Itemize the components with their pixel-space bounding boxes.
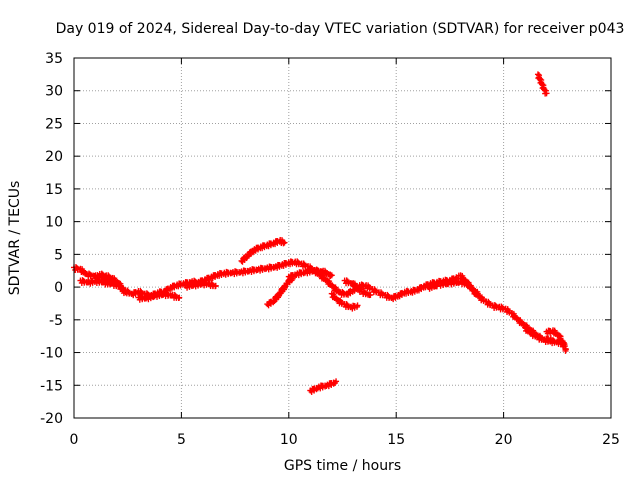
data-point [122, 289, 129, 296]
series-outlier-high [534, 71, 550, 97]
data-point [547, 335, 554, 342]
data-points [71, 71, 569, 395]
series-branch-post-peak [328, 290, 361, 312]
x-tick-label: 0 [70, 432, 79, 448]
series-branch-low-2 [96, 270, 129, 297]
series-branch-late-2 [543, 327, 569, 354]
data-point [164, 291, 171, 298]
y-tick-label: -5 [49, 313, 63, 329]
series-branch-dip [264, 273, 297, 309]
data-point [86, 271, 93, 278]
data-point [537, 334, 544, 341]
data-point [106, 273, 113, 280]
data-point [474, 290, 481, 297]
data-point [107, 280, 114, 287]
data-point [99, 271, 106, 278]
data-point [80, 277, 87, 284]
x-tick-label: 10 [280, 432, 298, 448]
data-point [281, 239, 288, 246]
series-branch-low-1 [77, 277, 114, 288]
data-point [73, 264, 80, 271]
data-point [354, 302, 361, 309]
data-point [295, 259, 302, 266]
y-tick-label: 30 [45, 84, 63, 100]
y-tick-labels: -20 -15 -10 -5 0 5 10 15 20 25 30 35 [40, 51, 63, 427]
y-tick-label: 10 [45, 215, 63, 231]
x-tick-label: 20 [495, 432, 513, 448]
x-tick-label: 15 [387, 432, 405, 448]
y-tick-label: 5 [54, 247, 63, 263]
data-point [344, 302, 351, 309]
series-branch-mid-2 [341, 277, 374, 299]
data-point [340, 289, 347, 296]
data-point [209, 281, 216, 288]
data-point [328, 272, 335, 279]
y-tick-label: 20 [45, 149, 63, 165]
y-axis-label: SDTVAR / TECUs [7, 181, 23, 296]
data-point [562, 346, 569, 353]
x-tick-labels: 0 5 10 15 20 25 [70, 432, 620, 448]
data-point [378, 290, 385, 297]
x-axis-label: GPS time / hours [284, 458, 401, 474]
series-branch-low-4 [182, 279, 219, 291]
data-point [301, 261, 308, 268]
series-branch-upper-arc [238, 236, 288, 265]
y-tick-label: 0 [54, 280, 63, 296]
plot-frame [73, 57, 612, 419]
series-branch-late-1 [522, 324, 554, 345]
data-point [95, 277, 102, 284]
series-branch-evening [425, 278, 481, 298]
chart-title: Day 019 of 2024, Sidereal Day-to-day VTE… [56, 21, 625, 37]
y-tick-label: 15 [45, 182, 63, 198]
y-tick-label: -15 [40, 378, 63, 394]
data-point [212, 282, 219, 289]
data-point [543, 90, 550, 97]
data-point [176, 294, 183, 301]
series-branch-low-3 [135, 290, 183, 303]
y-tick-label: 35 [45, 51, 63, 67]
y-tick-label: -20 [40, 411, 63, 427]
data-point [333, 378, 340, 385]
data-point [385, 293, 392, 300]
data-point [492, 302, 499, 309]
data-point [138, 289, 145, 296]
data-point [344, 278, 351, 285]
y-tick-label: 25 [45, 116, 63, 132]
x-tick-label: 25 [602, 432, 620, 448]
x-tick-label: 5 [177, 432, 186, 448]
grid-layer [74, 58, 611, 418]
data-point [499, 304, 506, 311]
series-branch-mid [285, 266, 335, 282]
series-outlier-low [307, 378, 340, 395]
data-point [367, 291, 374, 298]
y-tick-label: -10 [40, 346, 63, 362]
tick-marks [73, 57, 612, 419]
data-point [172, 293, 179, 300]
